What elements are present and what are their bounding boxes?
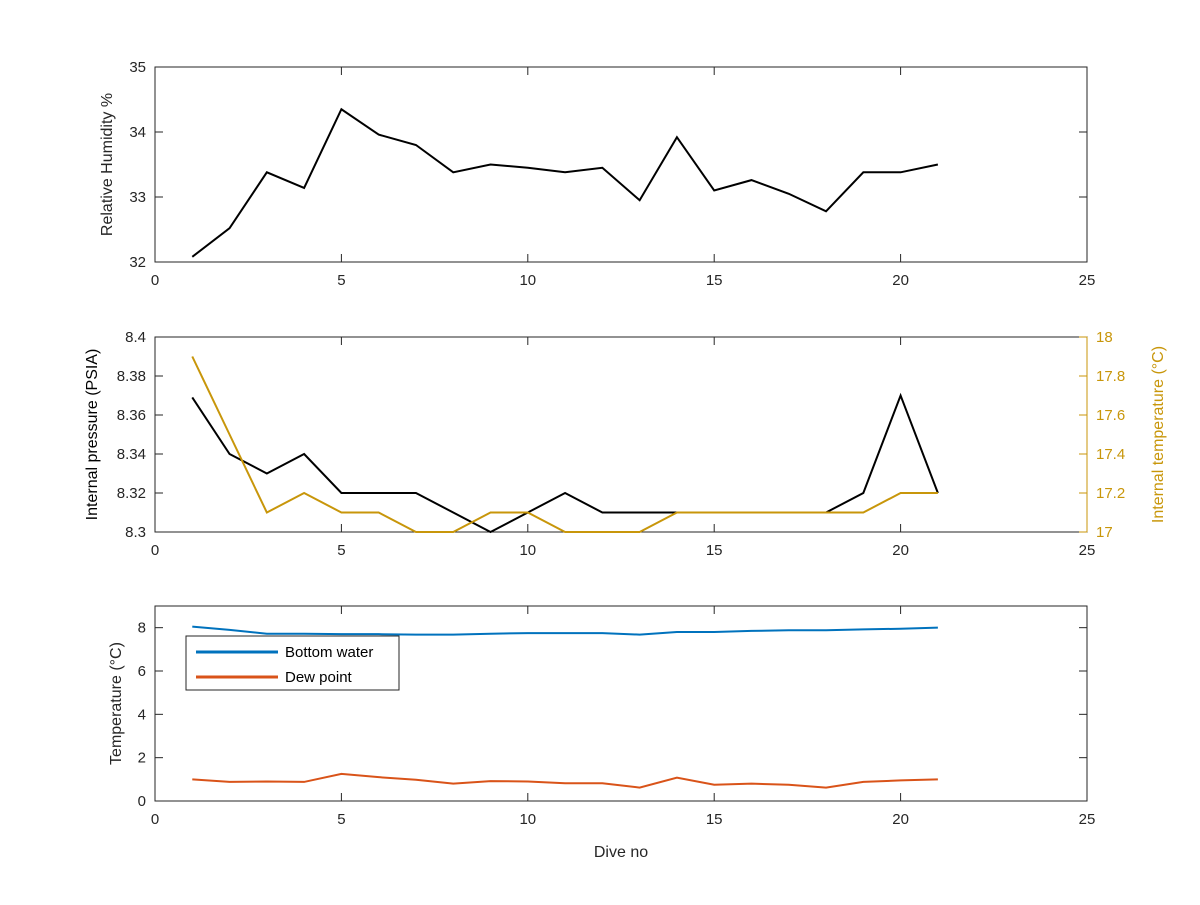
y-tick-label: 8.4 <box>125 329 146 346</box>
x-tick-label: 5 <box>337 272 345 289</box>
legend-box <box>185 635 400 691</box>
axes-box <box>154 605 1088 802</box>
x-tick-label: 20 <box>892 272 909 289</box>
y-tick-label: 35 <box>129 59 146 76</box>
x-tick-label: 5 <box>337 811 345 828</box>
y-tick-label: 8.38 <box>117 368 146 385</box>
series-line-dew-point <box>192 772 938 789</box>
x-axis-label: Dive no <box>594 844 648 861</box>
subplot-3: 0 5 10 15 20 25 0 2 4 6 8 Temperature (°C) Dive no Bo… <box>108 605 1096 861</box>
x-tick-label: 15 <box>706 811 723 828</box>
y-tick-label: 8.34 <box>117 446 146 463</box>
y-axis-label: Temperature (°C) <box>108 642 125 765</box>
y-tick-label: 34 <box>129 124 146 141</box>
legend-entry: Dew point <box>285 669 353 686</box>
x-tick-label: 0 <box>151 272 159 289</box>
x-tick-label: 0 <box>151 811 159 828</box>
y-tick-label: 6 <box>138 663 146 680</box>
subplot-1: 0 5 10 15 20 25 32 33 34 35 Relative Humidity % <box>99 59 1095 289</box>
y-tick-label: 32 <box>129 254 146 271</box>
y-right-tick-label: 17.4 <box>1096 446 1125 463</box>
y-right-tick-label: 17 <box>1096 524 1113 541</box>
legend-entry: Bottom water <box>285 644 373 661</box>
y-right-tick-label: 17.2 <box>1096 485 1125 502</box>
y-axis-label-right: Internal temperature (°C) <box>1150 346 1167 523</box>
series-line-bottom-water <box>192 625 938 636</box>
y-tick-label: 33 <box>129 189 146 206</box>
axes-box <box>154 336 1088 533</box>
x-tick-label: 0 <box>151 542 159 559</box>
axes-box <box>154 66 1088 263</box>
x-tick-label: 10 <box>519 272 536 289</box>
x-tick-label: 20 <box>892 542 909 559</box>
x-tick-label: 25 <box>1079 542 1096 559</box>
y-tick-label: 8.3 <box>125 524 146 541</box>
x-tick-label: 20 <box>892 811 909 828</box>
y-tick-label: 8.36 <box>117 407 146 424</box>
y-tick-label: 2 <box>138 750 146 767</box>
y-right-tick-label: 18 <box>1096 329 1113 346</box>
series-line-1 <box>191 107 939 258</box>
subplot-2: 0 5 10 15 20 25 8.3 8.32 8.34 8.36 8.38 8.4 17 17.2 17… <box>84 329 1167 559</box>
x-tick-label: 25 <box>1079 272 1096 289</box>
y-axis-label: Internal pressure (PSIA) <box>84 349 101 521</box>
x-tick-label: 5 <box>337 542 345 559</box>
y-right-tick-label: 17.6 <box>1096 407 1125 424</box>
y-tick-label: 8 <box>138 620 146 637</box>
x-tick-label: 10 <box>519 542 536 559</box>
legend: Bottom water Dew point <box>185 635 400 691</box>
y-tick-label: 0 <box>138 793 146 810</box>
x-tick-label: 25 <box>1079 811 1096 828</box>
x-tick-label: 15 <box>706 272 723 289</box>
y-tick-label: 8.32 <box>117 485 146 502</box>
y-tick-label: 4 <box>138 706 146 723</box>
x-tick-label: 10 <box>519 811 536 828</box>
y-right-tick-label: 17.8 <box>1096 368 1125 385</box>
series-line-2 <box>191 356 938 533</box>
x-tick-label: 15 <box>706 542 723 559</box>
y-axis-label: Relative Humidity % <box>99 93 116 236</box>
